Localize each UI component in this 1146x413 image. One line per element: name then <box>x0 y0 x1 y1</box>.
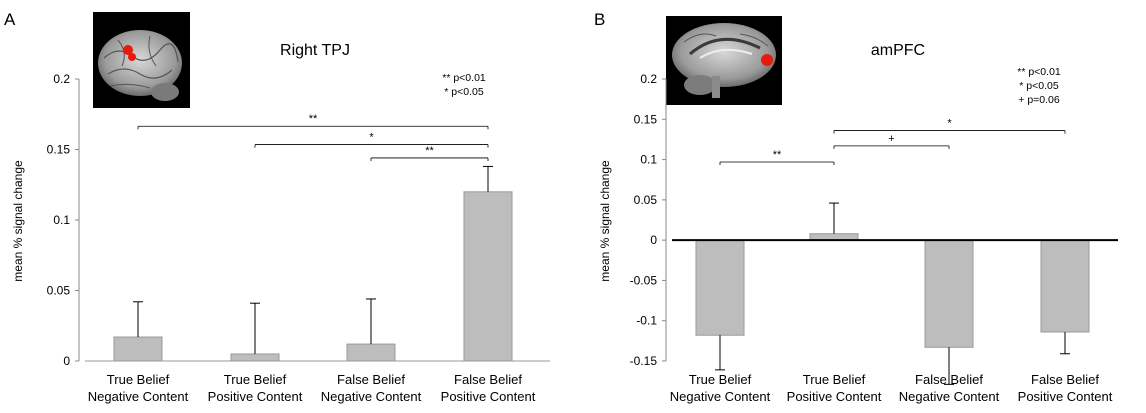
significance-label: ** <box>309 113 318 125</box>
legend-line: ** p<0.01 <box>442 72 486 84</box>
x-category-label: Positive Content <box>208 389 303 404</box>
panel-a-y-axis-label: mean % signal change <box>11 160 25 282</box>
bar <box>230 353 280 362</box>
x-category-label: Positive Content <box>787 389 882 404</box>
x-category-label: True Belief <box>107 372 170 387</box>
significance-label: * <box>947 118 952 130</box>
x-category-label: True Belief <box>803 372 866 387</box>
y-tick-label: -0.1 <box>636 314 657 328</box>
y-tick-label: 0.05 <box>634 193 658 207</box>
panel-a-title: Right TPJ <box>280 42 350 59</box>
x-category-label: Negative Content <box>670 389 771 404</box>
bar <box>346 343 396 362</box>
y-tick-label: 0.15 <box>634 112 658 126</box>
y-tick-label: 0.1 <box>640 153 657 167</box>
x-category-label: False Belief <box>915 372 983 387</box>
panel-b-label: B <box>594 10 605 29</box>
y-tick-label: -0.05 <box>630 273 658 287</box>
legend-line: ** p<0.01 <box>1017 66 1061 78</box>
significance-label: ** <box>425 145 434 157</box>
x-category-label: True Belief <box>689 372 752 387</box>
y-tick-label: 0.2 <box>53 72 70 86</box>
legend-line: + p=0.06 <box>1018 94 1060 106</box>
panel-a-plot: 0 0.05 0.1 0.15 0.2 True Belief Negative Conte… <box>47 72 550 404</box>
x-category-label: Negative Content <box>321 389 422 404</box>
x-category-label: Negative Content <box>899 389 1000 404</box>
significance-label: + <box>888 133 894 145</box>
brain-medial-image <box>666 16 782 105</box>
panel-a-label: A <box>4 10 16 29</box>
panel-b-significance-legend: ** p<0.01 * p<0.05 + p=0.06 <box>1017 66 1061 106</box>
panel-b-y-axis-label: mean % signal change <box>598 160 612 282</box>
bar <box>113 336 163 362</box>
brain-lateral-image <box>93 12 190 108</box>
x-category-label: Positive Content <box>441 389 536 404</box>
x-category-label: False Belief <box>454 372 522 387</box>
bar <box>1040 239 1090 333</box>
y-tick-label: 0.15 <box>47 143 71 157</box>
panel-b-plot: -0.15 -0.1 -0.05 0 0.05 0.1 0.15 0.2 True Belief… <box>630 72 1118 404</box>
legend-line: * p<0.05 <box>444 86 484 98</box>
bar <box>463 191 513 362</box>
significance-label: ** <box>773 149 782 161</box>
y-tick-label: 0.2 <box>640 72 657 86</box>
panel-a-significance-legend: ** p<0.01 * p<0.05 <box>442 72 486 98</box>
panel-a-right-tpj: A Right TPJ ** p<0.01 * p<0.05 mean % si… <box>4 10 550 404</box>
x-category-label: False Belief <box>337 372 405 387</box>
x-category-label: Positive Content <box>1018 389 1113 404</box>
y-tick-label: -0.15 <box>630 354 658 368</box>
x-category-label: False Belief <box>1031 372 1099 387</box>
y-tick-label: 0 <box>63 354 70 368</box>
bar <box>924 239 974 348</box>
y-tick-label: 0.1 <box>53 213 70 227</box>
ampfc-roi-marker <box>761 54 773 66</box>
panel-b-title: amPFC <box>871 42 925 59</box>
legend-line: * p<0.05 <box>1019 80 1059 92</box>
significance-label: * <box>369 132 374 144</box>
right-tpj-roi-marker <box>123 45 133 55</box>
y-tick-label: 0.05 <box>47 284 71 298</box>
panel-b-ampfc: B amPFC ** p<0.01 * p<0.05 + p=0.06 mean… <box>594 10 1118 404</box>
x-category-label: Negative Content <box>88 389 189 404</box>
y-tick-label: 0 <box>650 233 657 247</box>
x-category-label: True Belief <box>224 372 287 387</box>
bar <box>695 239 745 336</box>
